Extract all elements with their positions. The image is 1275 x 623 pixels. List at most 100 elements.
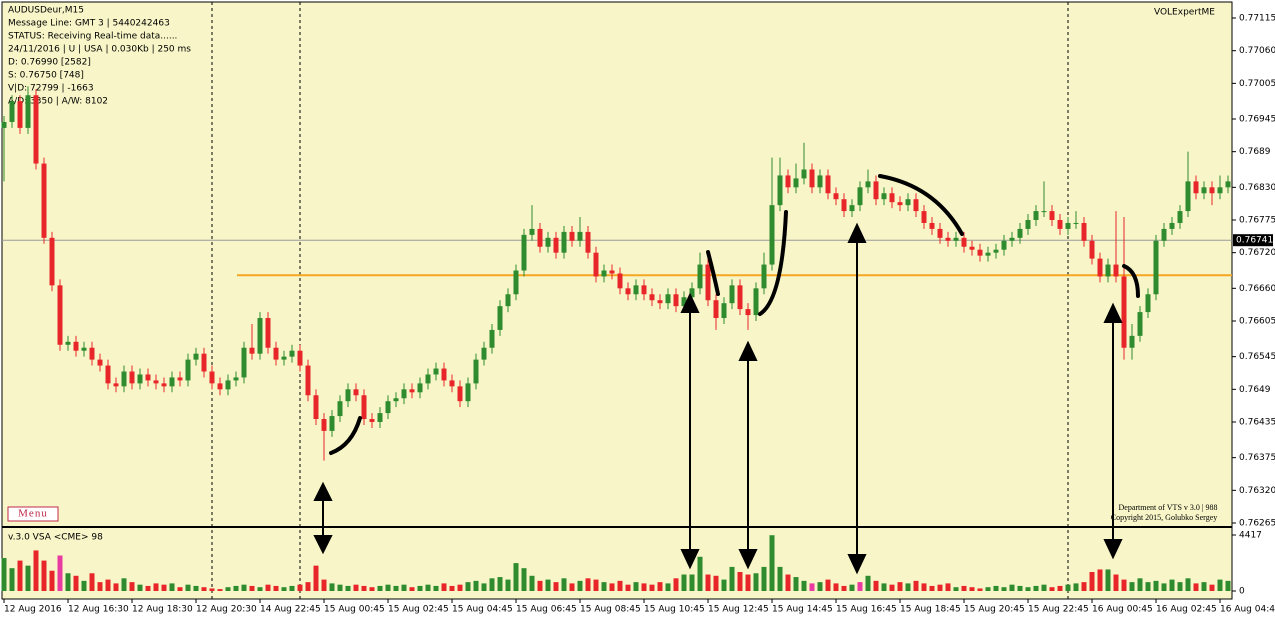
volume-bar [1169,579,1175,591]
volume-bar [409,587,415,591]
candle-body [1073,222,1079,224]
candle-body [153,380,159,384]
candle-body [265,318,271,348]
volume-bar [145,585,151,591]
candle-body [793,178,799,188]
x-tick-label: 15 Aug 08:45 [580,605,641,615]
candle-body [665,294,671,304]
candle-body [57,285,63,345]
candle-body [569,231,575,241]
volume-bar [769,535,775,591]
candle-body [1105,264,1111,277]
candle-body [1129,335,1135,348]
candle-body [769,205,775,265]
candle-body [313,395,319,420]
volume-bar [1129,582,1135,591]
volume-bar [1065,584,1071,591]
volume-bar [417,585,423,591]
credit: Department of VTS v 3.0 | 988 [1119,503,1218,512]
volume-bar [1153,580,1159,591]
volume-bar [617,580,623,591]
candle-body [609,270,615,274]
volume-bar [873,580,879,591]
menu-label[interactable]: Menu [18,508,48,520]
candle-body [225,380,231,390]
volume-bar [945,583,951,591]
candle-body [1097,258,1103,277]
x-tick-label: 12 Aug 16:30 [68,605,129,615]
volume-bar [201,587,207,591]
volume-bar [481,583,487,591]
candle-body [441,368,447,381]
candle-body [545,237,551,247]
plot-area [1,1,1233,600]
y-tick-label: 0.76720 [1239,248,1275,258]
y-tick-label: 0.76265 [1239,519,1275,529]
candle-body [1,121,7,128]
candle-body [97,359,103,366]
candle-body [673,294,679,307]
volume-bar [297,584,303,591]
candle-body [913,199,919,212]
candle-body [785,175,791,188]
candle-body [217,383,223,390]
volume-bar [1073,583,1079,591]
volume-bar [1225,580,1231,591]
y-tick-label: 0.76545 [1239,352,1275,362]
candle-body [601,270,607,277]
volume-bar [129,582,135,591]
candle-body [1057,220,1063,229]
candle-body [937,228,943,238]
volume-bar [737,571,743,591]
candle-body [977,249,983,256]
candle-body [425,374,431,384]
candle-body [713,300,719,319]
volume-bar [377,585,383,591]
candle-body [377,413,383,422]
candle-body [9,101,15,122]
volume-bar [473,580,479,591]
current-price-label: 0.76741 [1236,236,1273,246]
volume-bar [1041,584,1047,591]
candle-body [745,309,751,316]
volume-bar [529,575,535,591]
info-line: Message Line: GMT 3 | 5440242463 [8,19,170,29]
y-tick-label: 0.77060 [1239,46,1275,56]
symbol: AUDUSDeur,M15 [8,6,84,16]
volume-bar [1025,587,1031,591]
volume-bar [121,578,127,591]
volume-bar [25,565,31,591]
y-tick-label: 0.77115 [1239,14,1275,24]
volume-bar [897,582,903,591]
volume-bar [705,574,711,591]
volume-bar [353,584,359,591]
candle-body [809,169,815,188]
volume-bar [1017,585,1023,591]
y-tick-label: 0.76375 [1239,453,1275,463]
volume-bar [177,587,183,591]
candle-body [89,347,95,360]
volume-bar [841,585,847,591]
y-tick-label: 0.77005 [1239,79,1275,89]
volume-bar [497,577,503,591]
candle-body [1209,187,1215,194]
x-tick-label: 16 Aug 00:45 [1092,605,1153,615]
volume-bar [1033,585,1039,591]
candle-body [305,365,311,396]
candle-body [409,389,415,393]
x-tick-label: 15 Aug 16:45 [836,605,897,615]
candle-body [145,374,151,381]
candle-body [649,294,655,301]
volume-bar [217,589,223,591]
volume-bar [1209,584,1215,591]
candle-body [1009,237,1015,241]
candle-body [1001,240,1007,250]
menu-button[interactable] [7,506,59,522]
candle-body [993,249,999,253]
candle-body [1169,222,1175,229]
candle-body [353,389,359,396]
volume-bar [345,585,351,591]
volume-bar [721,579,727,591]
volume-bar [369,587,375,591]
volume-bar [169,583,175,591]
